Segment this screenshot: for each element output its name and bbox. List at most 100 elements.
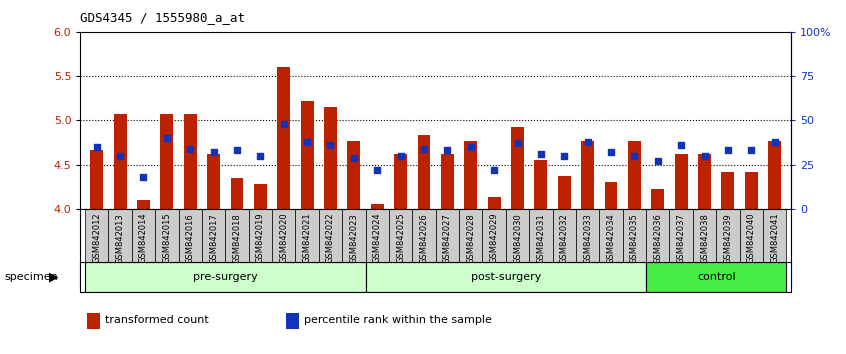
Bar [202, 209, 225, 287]
Point [698, 153, 711, 159]
Bar [605, 182, 618, 209]
Text: GDS4345 / 1555980_a_at: GDS4345 / 1555980_a_at [80, 11, 245, 24]
Bar [87, 313, 101, 329]
Point [137, 174, 151, 180]
Bar [722, 172, 734, 209]
Text: GSM842031: GSM842031 [536, 213, 546, 263]
Bar [348, 141, 360, 209]
Text: GSM842024: GSM842024 [373, 213, 382, 263]
Bar [535, 160, 547, 209]
Point [581, 139, 595, 144]
Point [160, 135, 173, 141]
Text: ▶: ▶ [49, 270, 58, 284]
Text: percentile rank within the sample: percentile rank within the sample [305, 315, 492, 325]
Point [254, 153, 267, 159]
Bar [85, 262, 365, 292]
Bar [576, 209, 599, 287]
Point [90, 144, 103, 150]
Text: GSM842027: GSM842027 [442, 213, 452, 263]
Text: post-surgery: post-surgery [470, 272, 541, 282]
Bar [646, 262, 786, 292]
Point [604, 149, 618, 155]
Text: GSM842019: GSM842019 [255, 213, 265, 263]
Bar [511, 127, 524, 209]
Bar [184, 114, 196, 209]
Bar [530, 209, 552, 287]
Bar [365, 262, 646, 292]
Text: pre-surgery: pre-surgery [193, 272, 258, 282]
Point [744, 148, 758, 153]
Text: GSM842022: GSM842022 [326, 213, 335, 263]
Point [464, 144, 477, 150]
Bar [137, 200, 150, 209]
Bar [482, 209, 506, 287]
Bar [254, 184, 266, 209]
Text: GSM842028: GSM842028 [466, 213, 475, 263]
Bar [628, 141, 640, 209]
Point [534, 151, 547, 157]
Bar [744, 172, 758, 209]
Point [651, 158, 664, 164]
Bar [599, 209, 623, 287]
Point [206, 149, 220, 155]
Text: GSM842035: GSM842035 [630, 213, 639, 263]
Point [230, 148, 244, 153]
Bar [300, 101, 314, 209]
Text: GSM842037: GSM842037 [677, 213, 685, 264]
Bar [113, 114, 127, 209]
Text: GSM842014: GSM842014 [139, 213, 148, 263]
Bar [506, 209, 530, 287]
Bar [249, 209, 272, 287]
Text: GSM842013: GSM842013 [116, 213, 124, 263]
Bar [179, 209, 202, 287]
Bar [277, 67, 290, 209]
Bar [389, 209, 412, 287]
Bar [675, 154, 688, 209]
Bar [161, 114, 173, 209]
Bar [412, 209, 436, 287]
Bar [225, 209, 249, 287]
Bar [646, 209, 669, 287]
Point [113, 153, 127, 159]
Point [347, 155, 360, 160]
Text: control: control [697, 272, 735, 282]
Text: GSM842039: GSM842039 [723, 213, 733, 263]
Bar [441, 154, 453, 209]
Text: GSM842025: GSM842025 [396, 213, 405, 263]
Text: GSM842023: GSM842023 [349, 213, 359, 263]
Bar [295, 209, 319, 287]
Text: GSM842033: GSM842033 [583, 213, 592, 264]
Point [371, 167, 384, 173]
Point [511, 141, 525, 146]
Bar [287, 313, 299, 329]
Bar [132, 209, 155, 287]
Text: GSM842034: GSM842034 [607, 213, 616, 263]
Text: GSM842012: GSM842012 [92, 213, 102, 263]
Point [300, 139, 314, 144]
Bar [324, 107, 337, 209]
Bar [231, 178, 244, 209]
Point [394, 153, 408, 159]
Point [487, 167, 501, 173]
Text: GSM842036: GSM842036 [653, 213, 662, 264]
Bar [207, 154, 220, 209]
Text: GSM842017: GSM842017 [209, 213, 218, 263]
Bar [394, 154, 407, 209]
Bar [558, 176, 571, 209]
Text: GSM842038: GSM842038 [700, 213, 709, 264]
Text: GSM842032: GSM842032 [560, 213, 569, 263]
Bar [763, 209, 786, 287]
Bar [623, 209, 646, 287]
Text: GSM842040: GSM842040 [747, 213, 755, 263]
Point [441, 148, 454, 153]
Point [628, 153, 641, 159]
Text: GSM842041: GSM842041 [770, 213, 779, 263]
Bar [552, 209, 576, 287]
Bar [717, 209, 739, 287]
Bar [155, 209, 179, 287]
Point [184, 146, 197, 152]
Bar [464, 141, 477, 209]
Bar [459, 209, 482, 287]
Bar [365, 209, 389, 287]
Text: GSM842026: GSM842026 [420, 213, 429, 263]
